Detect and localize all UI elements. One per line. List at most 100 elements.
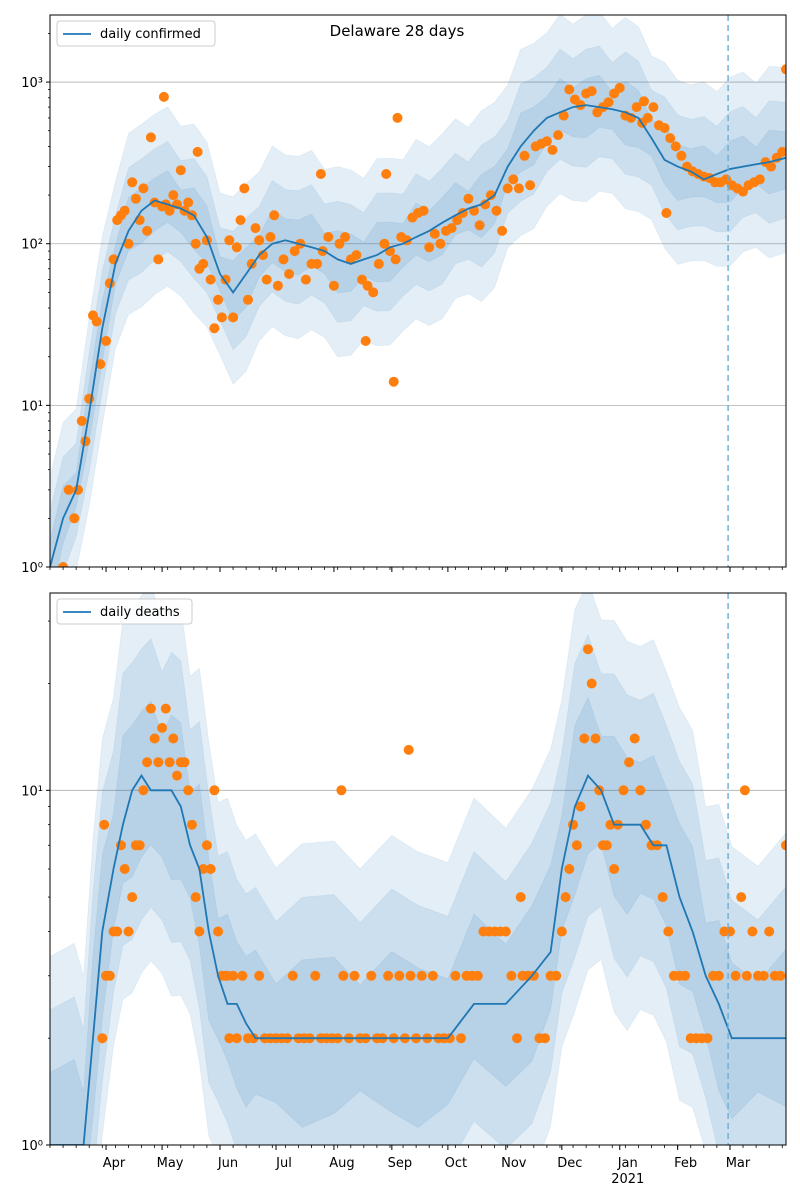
observed-point [702,1033,713,1044]
observed-point [713,970,724,981]
observed-point [586,678,597,689]
observed-point [541,136,552,147]
observed-point [754,174,765,185]
legend-label: daily confirmed [100,27,201,42]
observed-point [736,892,747,903]
observed-point [198,258,209,269]
y-tick-label: 10² [21,238,43,253]
observed-point [680,970,691,981]
observed-point [540,1033,550,1044]
observed-point [224,235,235,246]
observed-point [272,280,283,291]
observed-point [213,926,224,937]
observed-point [739,785,750,796]
observed-point [142,757,153,768]
observed-point [164,205,175,216]
observed-point [145,132,156,143]
observed-point [190,238,201,249]
observed-point [300,274,311,285]
observed-point [513,183,524,194]
observed-point [558,110,569,121]
series-line-daily-confirmed [50,104,786,567]
observed-point [424,242,435,253]
observed-point [575,801,586,812]
legend-box [56,20,216,47]
observed-point [500,926,511,937]
observed-point [228,312,239,323]
observed-point [123,238,134,249]
observed-point [781,64,786,75]
observed-point [315,169,326,179]
legend-box [56,598,193,625]
observed-point [112,926,123,937]
observed-point [164,757,175,768]
observed-point [205,274,216,285]
observed-point [168,733,179,744]
observed-point [571,840,582,851]
observed-point [614,82,625,93]
observed-point [657,892,668,903]
observed-point [278,254,289,265]
observed-point [201,840,212,851]
legend: daily deaths [56,598,193,625]
observed-point [123,926,134,937]
observed-point [775,970,786,981]
observed-point [99,819,110,830]
observed-point [781,840,786,851]
observed-point [631,102,642,113]
observed-point [670,141,681,152]
observed-point [508,174,519,185]
y-tick-label: 10³ [21,76,43,91]
y-tick-label: 10⁰ [21,561,43,576]
confidence-band-inner [50,696,786,1145]
observed-point [416,970,427,981]
observed-point [618,785,629,796]
observed-point [642,112,653,123]
observed-point [101,336,111,346]
observed-point [764,926,775,937]
observed-point [130,193,141,204]
observed-point [194,926,205,937]
observed-point [142,225,153,236]
observed-point [528,970,539,981]
panel-2: 10¹ 10⁰ Apr May Jun Jul Aug Sep Oct Nov Dec Jan Feb M… [21,592,787,1187]
observed-point [265,232,276,242]
observed-point [340,232,351,242]
observed-point [730,970,741,981]
observed-point [187,819,197,830]
series-line-daily-deaths [50,773,786,1145]
observed-point [362,280,373,291]
x-tick-label: Nov [501,1156,527,1171]
observed-point [663,926,674,937]
observed-point [198,864,209,874]
observed-point [254,235,265,246]
observed-point [725,926,735,937]
observed-point [766,161,777,172]
observed-point [659,123,670,133]
observed-point [192,146,203,157]
observed-point [243,294,253,305]
observed-point [360,336,371,346]
observed-point [525,180,536,191]
observed-point [519,150,530,161]
observed-point [418,205,429,216]
x-tick-label: Oct [445,1156,467,1171]
observed-point [497,225,508,236]
observed-point [63,484,74,495]
observed-point [312,258,323,269]
panel-1: 10⁰ 10¹ 10² 10³ daily confirmed [21,14,787,576]
x-tick-label: Jul [275,1156,292,1171]
observed-point [506,970,517,981]
observed-point [258,250,268,261]
observed-point [463,193,474,204]
observed-point [450,970,461,981]
observed-point [248,1033,259,1044]
confidence-band-outer [50,15,786,567]
observed-point [379,238,390,249]
observed-point [551,970,562,981]
observed-point [560,892,571,903]
observed-point [104,970,115,981]
observed-point [747,926,758,937]
observed-point [138,785,149,796]
